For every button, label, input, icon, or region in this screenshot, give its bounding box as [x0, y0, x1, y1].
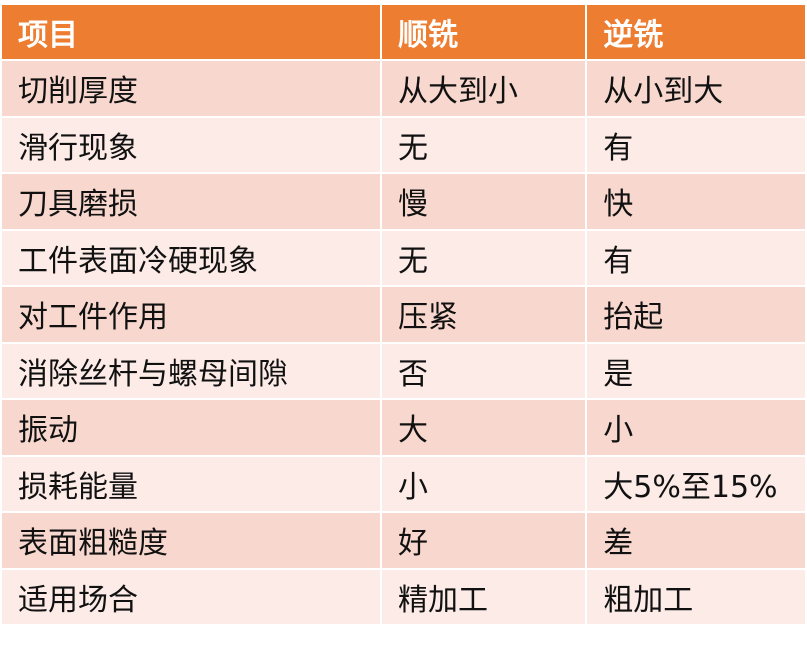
comparison-table: 项目 顺铣 逆铣 切削厚度 从大到小 从小到大 滑行现象无有刀具磨损慢快工件表面冷硬现…	[0, 3, 807, 626]
table-cell: 有	[585, 115, 807, 174]
table-cell: 是	[585, 341, 807, 400]
table-cell: 抬起	[585, 285, 807, 344]
table-cell: 小	[379, 454, 588, 513]
table-cell: 好	[379, 511, 588, 570]
table-row: 滑行现象无有	[0, 115, 807, 174]
table-cell: 慢	[379, 172, 588, 231]
table-cell: 刀具磨损	[0, 172, 382, 231]
table-cell: 大5%至15%	[585, 454, 807, 513]
table-cell: 精加工	[379, 567, 588, 626]
table-cell: 从小到大	[585, 59, 807, 118]
table-cell: 有	[585, 228, 807, 287]
table-cell: 对工件作用	[0, 285, 382, 344]
table-row: 表面粗糙度好差	[0, 511, 807, 570]
table-row: 消除丝杆与螺母间隙否是	[0, 341, 807, 400]
table-cell: 否	[379, 341, 588, 400]
table-cell: 表面粗糙度	[0, 511, 382, 570]
table-cell: 工件表面冷硬现象	[0, 228, 382, 287]
table-cell: 适用场合	[0, 567, 382, 626]
header-row: 项目 顺铣 逆铣	[0, 3, 807, 61]
table-cell: 无	[379, 115, 588, 174]
header-cell: 顺铣	[379, 3, 588, 61]
table-cell: 振动	[0, 398, 382, 457]
table-cell: 无	[379, 228, 588, 287]
table-cell: 差	[585, 511, 807, 570]
table-cell: 大	[379, 398, 588, 457]
table-row: 刀具磨损慢快	[0, 172, 807, 231]
header-cell: 逆铣	[585, 3, 807, 61]
table-cell: 损耗能量	[0, 454, 382, 513]
table-cell: 从大到小	[379, 59, 588, 118]
table-row: 切削厚度 从大到小 从小到大	[0, 59, 807, 118]
header-cell: 项目	[0, 3, 382, 61]
table-cell: 消除丝杆与螺母间隙	[0, 341, 382, 400]
table-cell: 切削厚度	[0, 59, 382, 118]
table-row: 适用场合 精加工 粗加工	[0, 567, 807, 626]
table-cell: 快	[585, 172, 807, 231]
table-row: 损耗能量小大5%至15%	[0, 454, 807, 513]
table-row: 对工件作用 压紧 抬起	[0, 285, 807, 344]
table-cell: 粗加工	[585, 567, 807, 626]
table-row: 振动大小	[0, 398, 807, 457]
table-cell: 滑行现象	[0, 115, 382, 174]
table-row: 工件表面冷硬现象无有	[0, 228, 807, 287]
table-cell: 小	[585, 398, 807, 457]
table-cell: 压紧	[379, 285, 588, 344]
